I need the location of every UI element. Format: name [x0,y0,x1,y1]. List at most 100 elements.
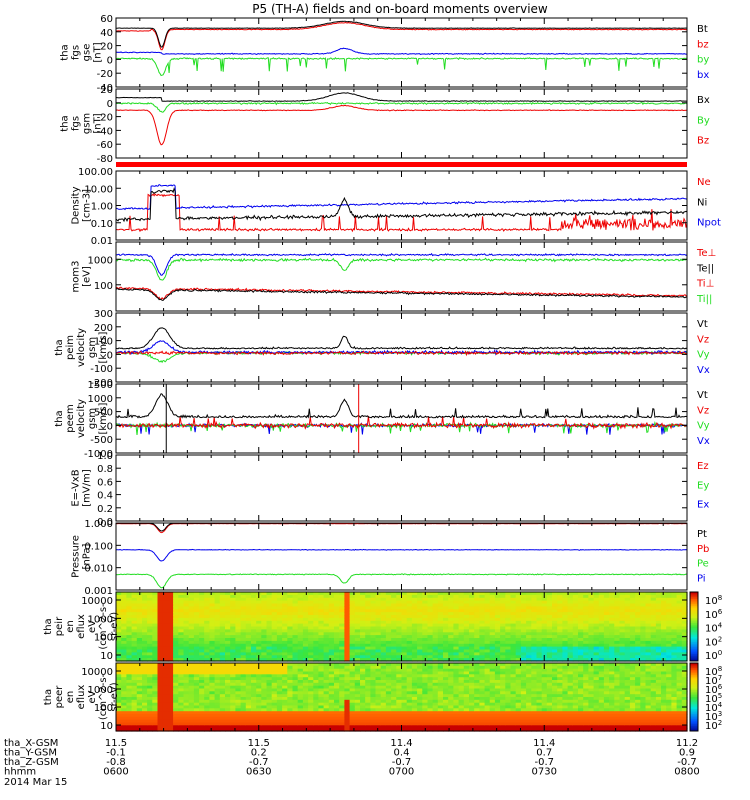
spectrogram-cell [308,640,314,645]
spectrogram-cell [432,665,439,670]
spectrogram-cell [458,674,465,678]
spectrogram-cell [121,638,127,642]
spectrogram-cell [225,708,231,712]
spectrogram-cell [209,714,216,718]
spectrogram-cell [401,705,408,709]
spectrogram-cell [344,688,351,692]
spectrogram-cell [541,708,548,712]
spectrogram-cell [489,629,496,633]
spectrogram-cell [567,626,574,630]
spectrogram-cell [313,708,320,712]
spectrogram-cell [666,652,672,656]
spectrogram-cell [121,655,127,659]
spectrogram-cell [505,674,512,678]
spectrogram-cell [619,603,626,607]
spectrogram-cell [209,620,216,625]
spectrogram-cell [251,663,257,667]
spectrogram-cell [567,606,574,610]
spectrogram-cell [142,603,148,607]
spectrogram-cell [567,663,574,667]
spectrogram-cell [531,702,538,707]
spectrogram-cell [614,728,621,732]
spectrogram-cell [147,719,153,724]
spectrogram-cell [609,655,615,659]
spectrogram-cell [339,646,345,651]
spectrogram-cell [385,725,392,729]
spectrogram-cell [152,671,159,675]
spectrogram-cell [136,649,143,653]
spectrogram-cell [313,716,320,721]
spectrogram-cell [546,658,553,662]
spectrogram-cell [183,655,190,659]
spectrogram-cell [157,592,164,596]
spectrogram-cell [204,725,210,729]
spectrogram-cell [266,694,273,698]
spectrogram-cell [396,702,403,707]
spectrogram-cell [469,626,475,630]
spectrogram-cell [313,719,320,724]
spectrogram-cell [510,694,517,698]
spectrogram-cell [474,609,480,613]
spectrogram-cell [116,697,122,701]
spectrogram-cell [245,646,252,651]
spectrogram-cell [225,680,231,684]
spectrogram-cell [173,677,179,681]
spectrogram-cell [292,632,299,636]
spectrogram-cell [287,711,294,715]
spectrogram-cell [323,640,330,645]
spectrogram-cell [136,722,143,726]
spectrogram-cell [443,649,449,653]
spectrogram-cell [365,629,371,633]
spectrogram-cell [562,629,569,633]
spectrogram-cell [463,674,470,678]
spectrogram-cell [302,663,309,667]
spectrogram-cell [458,665,465,670]
spectrogram-cell [619,592,626,596]
spectrogram-cell [546,680,553,684]
spectrogram-cell [593,697,600,701]
spectrogram-cell [396,665,403,670]
spectrogram-cell [318,600,325,605]
spectrogram-cell [204,638,210,642]
spectrogram-cell [297,629,304,633]
spectrogram-cell [500,594,506,599]
spectrogram-cell [552,629,558,633]
spectrogram-cell [354,632,361,636]
spectrogram-cell [375,699,382,704]
spectrogram-cell [271,711,278,715]
spectrogram-cell [520,606,527,610]
spectrogram-cell [536,649,543,653]
spectrogram-cell [365,640,371,645]
spectrogram-cell [375,632,382,636]
spectrogram-cell [411,626,418,630]
spectrogram-cell [629,649,636,653]
spectrogram-cell [432,640,439,645]
spectrogram-cell [266,688,273,692]
spectrogram-cell [562,603,569,607]
spectrogram-cell [354,705,361,709]
spectrogram-cell [520,699,527,704]
spectrogram-cell [598,688,605,692]
spectrogram-cell [463,626,470,630]
spectrogram-cell [453,680,460,684]
spectrogram-cell [360,722,366,726]
spectrogram-cell [515,671,522,675]
spectrogram-cell [199,680,205,684]
spectrogram-cell [526,716,532,721]
spectrogram-cell [230,632,236,636]
spectrogram-cell [526,643,532,648]
spectrogram-cell [552,626,558,630]
spectrogram-cell [235,674,242,678]
spectrogram-cell [494,705,501,709]
spectrogram-cell [131,665,138,670]
spectrogram-cell [614,716,621,721]
spectrogram-cell [214,685,221,690]
spectrogram-cell [629,623,636,628]
spectrogram-cell [474,615,480,619]
spectrogram-cell [526,705,532,709]
spectrogram-cell [266,663,273,667]
spectrogram-cell [526,638,532,642]
spectrogram-cell [354,612,361,616]
spectrogram-cell [401,694,408,698]
spectrogram-cell [375,688,382,692]
